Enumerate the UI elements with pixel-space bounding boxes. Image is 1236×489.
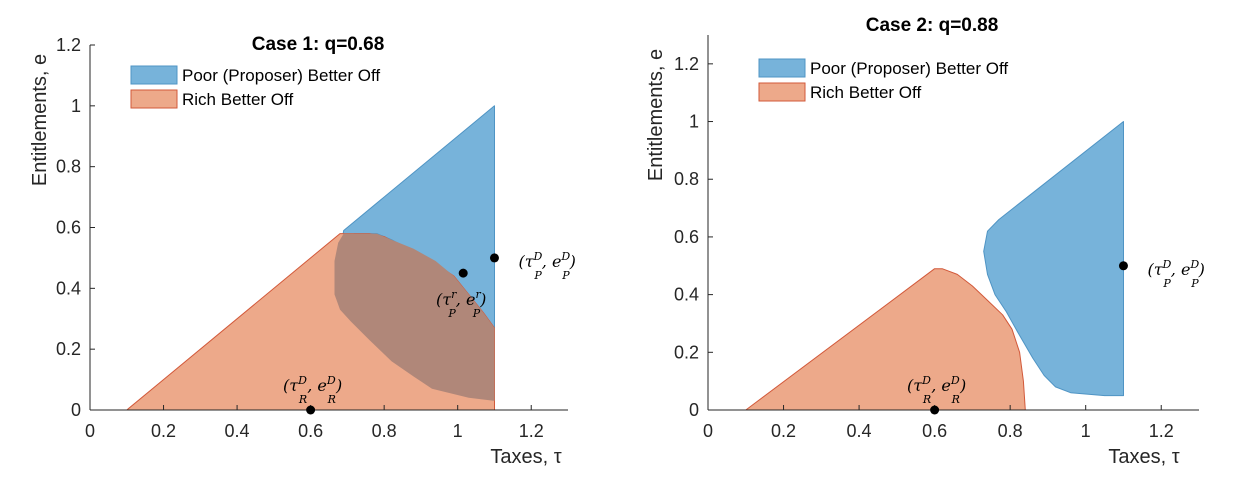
y-tick-label: 0.8	[56, 157, 81, 177]
point-annotation: (τD R, eD R)	[907, 374, 966, 406]
y-tick-label: 0.6	[674, 227, 699, 247]
axes	[707, 35, 1199, 411]
y-tick-label: 0	[689, 400, 699, 420]
legend-label-poor: Poor (Proposer) Better Off	[810, 59, 1008, 78]
chart-panel-case-1: 0 0.2 0.4 0.6 0.8 1 1.2 0 0.2 0.4 0.6 0.8 1 1.2 (τD R,…	[29, 34, 576, 468]
tick-layer: 0 0.2 0.4 0.6 0.8 1 1.2 0 0.2 0.4 0.6 0.8 1 1.2	[674, 54, 1174, 441]
chart-panel-case-2: 0 0.2 0.4 0.6 0.8 1 1.2 0 0.2 0.4 0.6 0.8 1 1.2 (τD R,…	[645, 15, 1205, 468]
legend-label-poor: Poor (Proposer) Better Off	[182, 66, 380, 85]
point-layer: (τD R, eD R) (τD P, eD P)	[907, 258, 1205, 415]
y-tick-label: 0.4	[56, 278, 81, 298]
y-tick-label: 0.8	[674, 169, 699, 189]
x-axis-label: Taxes, τ	[1108, 446, 1179, 468]
y-axis-label: Entitlements, e	[645, 49, 667, 181]
data-point	[489, 253, 499, 263]
point-annotation: (τr P, er P)	[436, 288, 486, 320]
y-tick-label: 1	[71, 96, 81, 116]
legend-swatch-poor	[758, 58, 806, 78]
area-layer	[745, 121, 1124, 411]
data-point	[306, 405, 316, 415]
data-point	[1118, 261, 1128, 271]
x-tick-label: 0	[85, 421, 95, 441]
legend-swatch-rich	[130, 89, 178, 109]
y-axis-label: Entitlements, e	[29, 54, 51, 186]
y-tick-label: 0.4	[674, 285, 699, 305]
y-tick-label: 1	[689, 112, 699, 132]
x-tick-label: 0.8	[998, 421, 1023, 441]
x-tick-label: 0.4	[847, 421, 872, 441]
x-tick-label: 0.2	[771, 421, 796, 441]
x-tick-label: 1.2	[519, 421, 544, 441]
x-tick-label: 0.6	[922, 421, 947, 441]
x-axis-label: Taxes, τ	[490, 446, 561, 468]
data-point	[930, 405, 940, 415]
legend-swatch-rich	[758, 82, 806, 102]
point-layer: (τD R, eD R) (τr P, er P) (τD P, eD P)	[283, 250, 576, 415]
x-tick-label: 1	[1081, 421, 1091, 441]
y-tick-label: 0	[71, 400, 81, 420]
data-point	[458, 268, 468, 278]
area-layer	[126, 105, 495, 411]
legend: Poor (Proposer) Better Off Rich Better O…	[130, 65, 380, 109]
legend-label-rich: Rich Better Off	[810, 83, 921, 102]
point-annotation: (τD P, eD P)	[518, 250, 575, 282]
y-tick-label: 0.6	[56, 218, 81, 238]
chart-title: Case 2: q=0.88	[866, 15, 999, 36]
point-annotation: (τD R, eD R)	[283, 374, 342, 406]
y-tick-label: 1.2	[674, 54, 699, 74]
x-tick-label: 1	[453, 421, 463, 441]
legend-swatch-poor	[130, 65, 178, 85]
legend: Poor (Proposer) Better Off Rich Better O…	[758, 58, 1008, 102]
x-tick-label: 0.6	[298, 421, 323, 441]
y-tick-label: 1.2	[56, 35, 81, 55]
x-tick-label: 1.2	[1149, 421, 1174, 441]
area-rich-better-off	[745, 268, 1026, 411]
x-tick-label: 0	[703, 421, 713, 441]
y-tick-label: 0.2	[56, 339, 81, 359]
tick-layer: 0 0.2 0.4 0.6 0.8 1 1.2 0 0.2 0.4 0.6 0.8 1 1.2	[56, 35, 544, 441]
point-annotation: (τD P, eD P)	[1147, 258, 1204, 290]
legend-label-rich: Rich Better Off	[182, 90, 293, 109]
x-tick-label: 0.4	[225, 421, 250, 441]
chart-title: Case 1: q=0.68	[252, 34, 385, 55]
x-tick-label: 0.8	[372, 421, 397, 441]
area-overlap	[334, 233, 495, 401]
area-poor-better-off	[983, 121, 1124, 397]
y-tick-label: 0.2	[674, 342, 699, 362]
x-tick-label: 0.2	[151, 421, 176, 441]
